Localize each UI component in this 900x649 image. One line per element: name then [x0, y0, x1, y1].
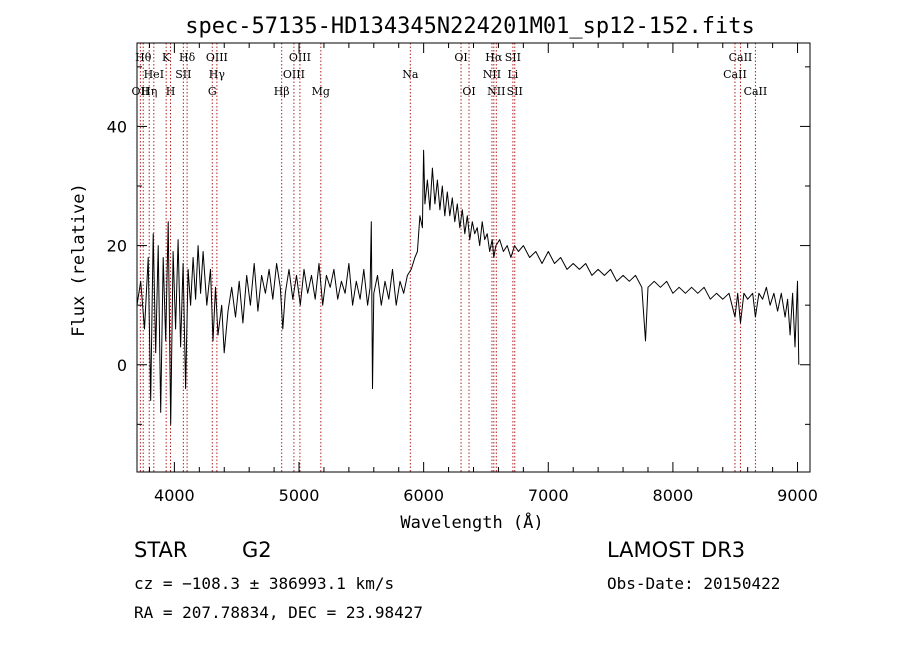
x-tick-label: 7000: [528, 486, 569, 505]
axis-ticks: [137, 43, 810, 472]
line-label-SII-6731: SII: [507, 85, 523, 98]
line-label-Hγ: OIII: [206, 51, 228, 64]
x-tick-label: 5000: [279, 486, 320, 505]
y-tick-label: 40: [107, 117, 127, 136]
x-tick-label: 4000: [154, 486, 195, 505]
line-label-OIII-4959: OIII: [283, 68, 305, 81]
chart-title: spec-57135-HD134345N224201M01_sp12-152.f…: [185, 14, 755, 39]
line-label-Mg: Mg: [312, 85, 330, 98]
line-label-OI-6300: OI: [454, 51, 467, 64]
line-label-CaII-8662: CaII: [744, 85, 768, 98]
line-label-SII-6716: SII: [505, 51, 521, 64]
line-label-Hθ: Hθ: [135, 51, 152, 64]
series-line-spectrum: [136, 149, 800, 425]
emission-line-labels: OII Hθ Hη HeI K H SII Hδ G OIII Hγ Hβ OIII OIII Mg Na OI…: [132, 51, 768, 98]
line-label-Na: Na: [402, 68, 419, 81]
x-tick-label: 8000: [653, 486, 694, 505]
y-tick-label: 20: [107, 237, 127, 256]
object-class: STAR: [134, 538, 188, 562]
line-label-SII-6716: Li: [507, 68, 518, 81]
plot-frame: [136, 42, 811, 473]
sky-coordinates: RA = 207.78834, DEC = 23.98427: [134, 603, 423, 622]
survey-name: LAMOST DR3: [607, 538, 746, 562]
y-axis-label: Flux (relative): [69, 183, 89, 337]
line-label-CaII-8542: CaII: [729, 51, 753, 64]
line-label-H: H: [166, 85, 176, 98]
axis-tick-labels: 4000 5000 6000 7000 8000 9000 0 20 40: [107, 117, 818, 505]
line-label-CaII-8498: CaII: [723, 68, 747, 81]
x-tick-label: 9000: [777, 486, 818, 505]
line-label-NII-6548: NII: [483, 68, 501, 81]
line-label-Hβ: Hβ: [274, 85, 290, 98]
line-label-NII-6583: NII: [487, 85, 505, 98]
line-label-Hα: Hα: [485, 51, 503, 64]
line-label-G: G: [208, 85, 217, 98]
observation-date: Obs-Date: 20150422: [607, 574, 781, 593]
line-label-Hδ: Hδ: [179, 51, 196, 64]
line-label-SII: SII: [175, 68, 191, 81]
line-label-OI-6364: OI: [462, 85, 475, 98]
data-series: [136, 149, 800, 425]
line-label-Hγ: Hγ: [209, 68, 226, 81]
line-label-OII: OII: [132, 85, 150, 98]
line-label-K: K: [162, 51, 171, 64]
redshift-velocity: cz = −108.3 ± 386993.1 km/s: [134, 574, 395, 593]
line-label-Hη: Hη: [141, 85, 157, 98]
x-tick-label: 6000: [403, 486, 444, 505]
line-label-HeI: HeI: [144, 68, 164, 81]
y-tick-label: 0: [117, 356, 127, 375]
x-axis-label: Wavelength (Å): [400, 511, 543, 533]
spectral-subclass: G2: [242, 538, 272, 562]
emission-lines: [139, 43, 756, 472]
line-label-OIII-5007: OIII: [289, 51, 311, 64]
